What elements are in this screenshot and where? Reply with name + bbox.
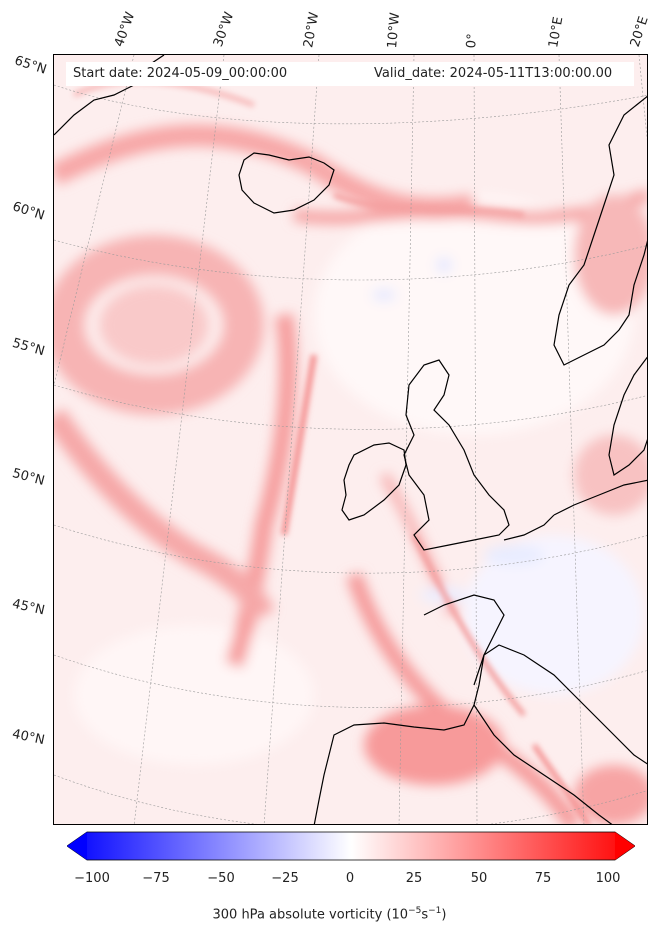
colorbar-tick-minus25: −25 <box>271 871 299 886</box>
lon-label-10w: 10°W <box>385 11 404 49</box>
lon-label-10e: 10°E <box>546 15 567 49</box>
graticule <box>54 55 647 824</box>
lat-label-65n: 65°N <box>12 53 49 78</box>
colorbar-tick-minus100: −100 <box>74 871 110 886</box>
colorbar-tick-75: 75 <box>534 871 552 886</box>
colorbar-min-extend <box>67 832 87 860</box>
vorticity-field <box>54 55 647 824</box>
colorbar-title: 300 hPa absolute vorticity (10−5s−1) <box>212 906 447 923</box>
colorbar-tick-25: 25 <box>405 871 423 886</box>
colorbar-tick-minus75: −75 <box>142 871 170 886</box>
lon-label-0: 0° <box>464 32 481 49</box>
lat-label-45n: 45°N <box>10 596 47 619</box>
lon-label-20e: 20°E <box>627 14 652 50</box>
colorbar-tick-50: 50 <box>470 871 488 886</box>
start-date-label: Start date: 2024-05-09_00:00:00 <box>73 66 288 81</box>
lon-label-30w: 30°W <box>210 10 238 49</box>
colorbar-gradient <box>67 831 635 861</box>
lat-label-55n: 55°N <box>10 335 47 360</box>
lat-label-60n: 60°N <box>10 199 47 224</box>
lon-label-20w: 20°W <box>301 11 323 50</box>
colorbar-tick-minus50: −50 <box>207 871 235 886</box>
lat-label-50n: 50°N <box>10 466 47 489</box>
colorbar-tick-0: 0 <box>345 871 355 886</box>
valid-date-label: Valid_date: 2024-05-11T13:00:00.00 <box>374 66 613 81</box>
map-panel <box>53 54 648 825</box>
date-annotation-box <box>66 62 634 86</box>
colorbar-tick-100: 100 <box>595 871 621 886</box>
lon-label-40w: 40°W <box>111 10 139 49</box>
lat-label-40n: 40°N <box>10 726 46 749</box>
colorbar-max-extend <box>615 832 635 860</box>
colorbar <box>67 831 635 861</box>
coastlines <box>54 55 647 824</box>
